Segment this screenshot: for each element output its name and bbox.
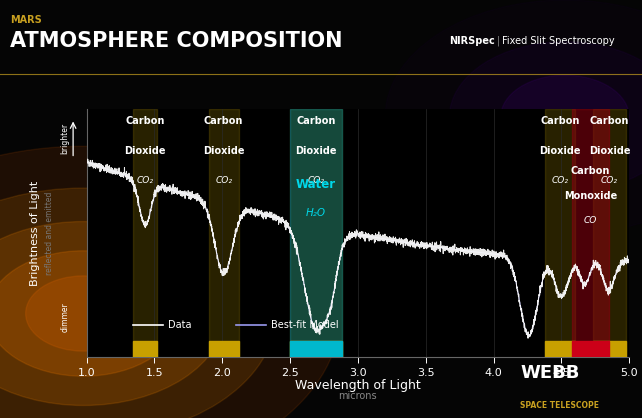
Bar: [209, 109, 239, 357]
Text: CO₂: CO₂: [308, 176, 324, 185]
Text: NIRSpec: NIRSpec: [449, 36, 495, 46]
Text: CO₂: CO₂: [551, 176, 569, 185]
Text: reflected and emitted: reflected and emitted: [46, 191, 55, 275]
Text: Carbon: Carbon: [204, 116, 243, 126]
Text: Water: Water: [296, 178, 336, 191]
Text: Dioxide: Dioxide: [125, 146, 166, 156]
Text: Best-fit Model: Best-fit Model: [271, 320, 339, 330]
Bar: [545, 109, 575, 357]
Circle shape: [0, 146, 340, 418]
Circle shape: [0, 222, 225, 405]
Text: Carbon: Carbon: [296, 116, 336, 126]
Circle shape: [0, 251, 180, 376]
Bar: [593, 341, 627, 357]
Text: Dioxide: Dioxide: [295, 146, 336, 156]
Text: Carbon: Carbon: [125, 116, 165, 126]
Bar: [133, 109, 157, 357]
Text: H₂O: H₂O: [306, 208, 326, 218]
Circle shape: [449, 42, 642, 192]
Text: Dioxide: Dioxide: [589, 146, 630, 156]
Text: CO₂: CO₂: [215, 176, 232, 185]
Text: |: |: [496, 36, 499, 46]
Text: CO₂: CO₂: [601, 176, 618, 185]
Circle shape: [501, 75, 629, 159]
Circle shape: [0, 188, 276, 418]
Text: brighter: brighter: [60, 123, 69, 154]
Bar: [290, 341, 342, 357]
X-axis label: Wavelength of Light: Wavelength of Light: [295, 379, 421, 392]
Text: CO: CO: [584, 216, 597, 224]
Bar: [593, 109, 627, 357]
Text: Carbon: Carbon: [571, 166, 610, 176]
Bar: [545, 341, 575, 357]
Text: Dioxide: Dioxide: [539, 146, 581, 156]
Text: WEBB: WEBB: [520, 364, 579, 382]
Bar: [209, 341, 239, 357]
Bar: [572, 341, 609, 357]
Text: Carbon: Carbon: [541, 116, 580, 126]
Text: Fixed Slit Spectroscopy: Fixed Slit Spectroscopy: [502, 36, 614, 46]
Text: MARS: MARS: [10, 15, 41, 25]
Text: Monoxide: Monoxide: [564, 191, 617, 201]
Bar: [133, 341, 157, 357]
Text: CO₂: CO₂: [137, 176, 153, 185]
Text: microns: microns: [338, 391, 377, 401]
Text: SPACE TELESCOPE: SPACE TELESCOPE: [520, 400, 599, 410]
Text: Brightness of Light: Brightness of Light: [30, 181, 40, 285]
Circle shape: [385, 0, 642, 234]
Bar: [290, 109, 342, 357]
Text: Data: Data: [168, 320, 191, 330]
Bar: [572, 109, 609, 357]
Text: dimmer: dimmer: [60, 303, 69, 332]
Text: Dioxide: Dioxide: [203, 146, 245, 156]
Circle shape: [26, 276, 141, 351]
Text: ATMOSPHERE COMPOSITION: ATMOSPHERE COMPOSITION: [10, 31, 342, 51]
Bar: [290, 341, 342, 357]
Text: Carbon: Carbon: [590, 116, 629, 126]
Bar: [290, 109, 342, 357]
